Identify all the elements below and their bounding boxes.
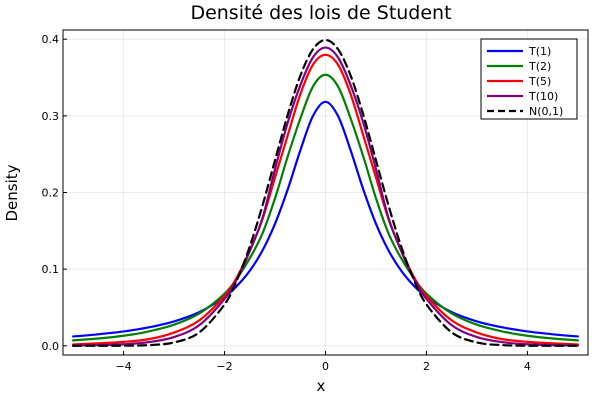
legend-label: T(5) bbox=[528, 75, 551, 88]
y-tick-label: 0.3 bbox=[42, 110, 60, 123]
y-axis-label: Density bbox=[3, 164, 21, 221]
y-tick-label: 0.0 bbox=[42, 340, 60, 353]
x-tick-label: −2 bbox=[216, 360, 232, 373]
ticks: −4 −2 0 2 4 0.0 0.1 0.2 0.3 0.4 bbox=[42, 33, 531, 373]
legend: T(1) T(2) T(5) T(10) N(0,1) bbox=[480, 38, 578, 120]
x-tick-label: 4 bbox=[524, 360, 531, 373]
legend-label: T(10) bbox=[528, 90, 558, 103]
x-tick-label: 0 bbox=[322, 360, 329, 373]
y-tick-label: 0.2 bbox=[42, 187, 60, 200]
chart-title: Densité des lois de Student bbox=[190, 2, 451, 24]
x-axis-label: x bbox=[317, 377, 326, 395]
y-tick-label: 0.4 bbox=[42, 33, 60, 46]
series-line-n-0-1 bbox=[72, 38, 579, 347]
legend-label: T(1) bbox=[528, 45, 551, 58]
series-line-t-2 bbox=[72, 73, 579, 342]
legend-box bbox=[480, 38, 578, 120]
series-line-t-5 bbox=[72, 53, 579, 346]
legend-label: N(0,1) bbox=[529, 105, 563, 118]
series-line-t-1 bbox=[72, 100, 579, 338]
y-tick-label: 0.1 bbox=[42, 263, 60, 276]
series-group bbox=[72, 38, 579, 347]
legend-label: T(2) bbox=[528, 60, 551, 73]
series-line-t-10 bbox=[72, 46, 579, 347]
x-tick-label: −4 bbox=[115, 360, 131, 373]
x-tick-label: 2 bbox=[423, 360, 430, 373]
